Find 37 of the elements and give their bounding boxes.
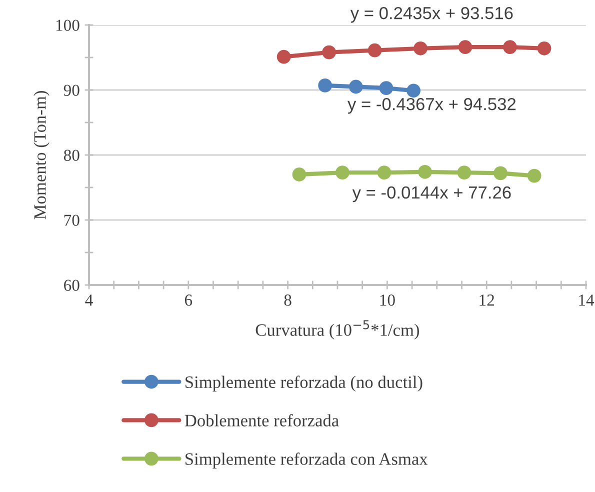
annotation: y = -0.4367x + 94.532 xyxy=(348,98,516,114)
point xyxy=(494,166,508,180)
point xyxy=(348,80,363,94)
y-tick-label: 90 xyxy=(64,84,80,96)
point xyxy=(418,164,432,179)
text: y = 0.2435x + 93.516 xyxy=(350,6,513,23)
annotation: y = -0.0144x + 77.26 xyxy=(352,186,511,202)
y-tick-label: 80 xyxy=(64,150,80,161)
y-tick-label: 70 xyxy=(64,214,80,226)
point xyxy=(318,78,332,92)
point xyxy=(457,166,472,180)
legend-label: Simplemente reforzada (no ductil) xyxy=(186,376,422,392)
x-tick-label: 10 xyxy=(380,294,395,306)
x-tick-label: 12 xyxy=(480,294,494,306)
y-tick-label: 100 xyxy=(56,20,80,31)
point xyxy=(458,40,472,54)
point xyxy=(368,43,382,58)
x-tick-label: 8 xyxy=(284,294,292,306)
point xyxy=(322,45,336,60)
legend-label: Simplemente reforzada con Asmax xyxy=(186,452,428,468)
point xyxy=(377,166,392,180)
y-axis-title: Momento (Ton-m) xyxy=(34,91,50,220)
point xyxy=(537,41,552,56)
point xyxy=(379,81,394,95)
point xyxy=(276,50,291,64)
y-tick-label: 60 xyxy=(64,280,80,291)
x-tick-label: 4 xyxy=(85,294,93,306)
x-tick-label: 14 xyxy=(579,294,594,306)
point xyxy=(414,41,428,56)
point xyxy=(406,84,420,98)
legend-label: Doblemente reforzada xyxy=(184,414,339,426)
point xyxy=(503,40,517,54)
x-axis-title: Curvatura (10$^{−5}$*1/cm) xyxy=(256,320,419,340)
point xyxy=(527,168,542,183)
point xyxy=(336,166,350,180)
point xyxy=(292,168,306,182)
x-tick-label: 6 xyxy=(184,294,192,306)
